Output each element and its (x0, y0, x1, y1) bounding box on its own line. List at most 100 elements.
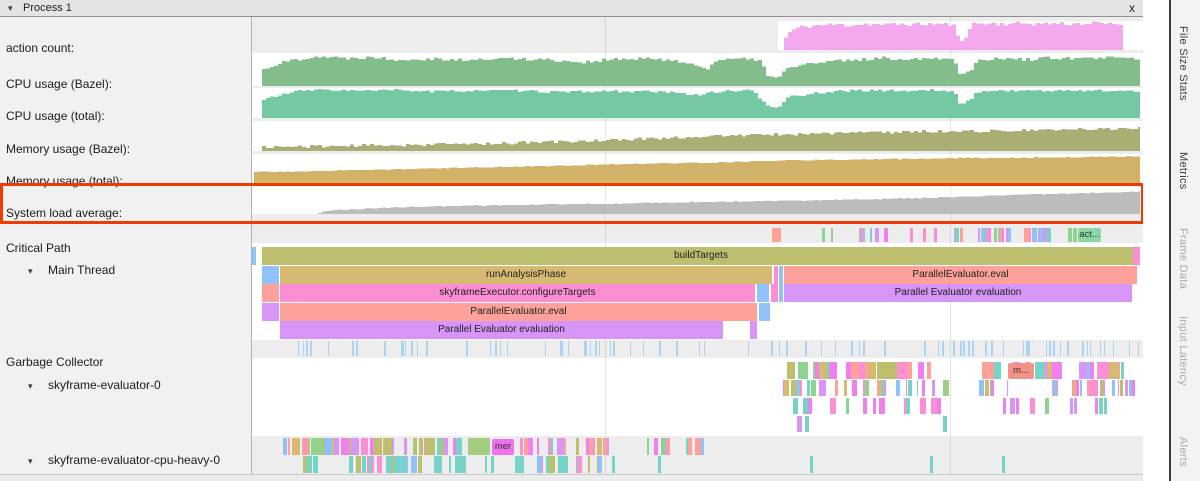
trace-event-tick[interactable] (863, 398, 867, 414)
trace-event-tick[interactable] (785, 341, 788, 356)
trace-event-tick[interactable] (917, 362, 925, 379)
trace-event-tick[interactable] (561, 456, 567, 473)
trace-event-tick[interactable] (815, 362, 821, 379)
trace-event-tick[interactable] (613, 341, 615, 356)
trace-event-tick[interactable] (306, 341, 309, 356)
process-collapse-triangle-icon[interactable]: ▾ (8, 3, 13, 13)
thread-collapse-triangle-icon[interactable]: ▾ (28, 456, 33, 466)
trace-event-tick[interactable] (518, 456, 525, 473)
trace-event-tick[interactable] (410, 456, 417, 473)
trace-slice[interactable] (774, 265, 778, 284)
trace-event-tick[interactable] (807, 380, 810, 396)
trace-event-tick[interactable] (658, 456, 661, 473)
trace-event-tick[interactable] (810, 380, 816, 396)
trace-event-tick[interactable] (822, 228, 826, 242)
trace-event-tick[interactable] (583, 341, 586, 356)
trace-event-tick[interactable] (923, 341, 926, 356)
trace-event-tick[interactable] (529, 438, 532, 455)
trace-event-tick[interactable] (437, 456, 443, 473)
trace-event-tick[interactable] (456, 438, 463, 455)
sidebar-tab-file-size-stats[interactable]: File Size Stats (1177, 26, 1189, 101)
trace-event-tick[interactable] (458, 456, 462, 473)
trace-event-tick[interactable] (960, 341, 963, 356)
trace-event-tick[interactable] (955, 228, 959, 242)
trace-event-tick[interactable] (307, 456, 310, 473)
trace-event-tick[interactable] (698, 341, 701, 356)
trace-event-tick[interactable] (377, 456, 383, 473)
trace-event-tick[interactable] (1041, 228, 1047, 242)
trace-event-tick[interactable] (851, 362, 860, 379)
trace-event-tick[interactable] (795, 380, 799, 396)
trace-event-tick[interactable] (963, 341, 965, 356)
trace-event-tick[interactable] (654, 438, 658, 455)
trace-event-tick[interactable] (563, 438, 566, 455)
thread-collapse-triangle-icon[interactable]: ▾ (28, 381, 33, 391)
trace-event-tick[interactable] (994, 228, 998, 242)
trace-event-tick[interactable] (883, 341, 886, 356)
trace-event-tick[interactable] (366, 456, 370, 473)
trace-event-tick[interactable] (880, 380, 885, 396)
trace-event-tick[interactable] (598, 341, 601, 356)
trace-event-tick[interactable] (425, 438, 430, 455)
trace-event-tick[interactable] (355, 456, 361, 473)
trace-slice[interactable] (262, 284, 279, 302)
trace-event-tick[interactable] (932, 380, 935, 396)
trace-event-tick[interactable] (1137, 341, 1140, 356)
trace-event-tick[interactable] (1082, 341, 1084, 356)
trace-event-tick[interactable] (798, 380, 801, 396)
trace-event-tick[interactable] (934, 228, 937, 242)
trace-event-tick[interactable] (302, 438, 307, 455)
trace-event-tick[interactable] (1073, 380, 1076, 396)
trace-event-tick[interactable] (589, 341, 592, 356)
trace-event-tick[interactable] (352, 341, 355, 356)
trace-event-tick[interactable] (694, 438, 701, 455)
trace-event-tick[interactable] (1113, 341, 1115, 356)
trace-event-tick[interactable] (1001, 228, 1005, 242)
trace-event-tick[interactable] (537, 456, 542, 473)
trace-slice[interactable] (779, 284, 783, 302)
trace-event-tick[interactable] (821, 380, 827, 396)
trace-event-tick[interactable] (910, 228, 913, 242)
trace-event-tick[interactable] (931, 398, 938, 414)
trace-event-tick[interactable] (323, 438, 328, 455)
trace-event-tick[interactable] (1030, 398, 1035, 414)
trace-event-tick[interactable] (923, 228, 927, 242)
action_count-chart[interactable] (780, 21, 1123, 50)
trace-event-tick[interactable] (373, 438, 382, 455)
trace-event-tick[interactable] (1015, 398, 1020, 414)
trace-event-tick[interactable] (414, 438, 418, 455)
trace-event-tick[interactable] (520, 438, 523, 455)
trace-event-tick[interactable] (468, 438, 490, 455)
trace-event-tick[interactable] (851, 380, 854, 396)
trace-event-tick[interactable] (489, 341, 492, 356)
mem_total-chart[interactable] (254, 154, 1140, 183)
trace-event-tick[interactable] (1044, 398, 1049, 414)
trace-event-tick[interactable] (351, 438, 359, 455)
trace-event-tick[interactable] (1034, 362, 1045, 379)
trace-slice[interactable]: Parallel Evaluator evaluation (280, 321, 723, 339)
trace-event-tick[interactable] (897, 362, 907, 379)
trace-event-tick[interactable] (549, 456, 555, 473)
trace-event-tick[interactable] (598, 456, 602, 473)
trace-event-tick[interactable] (920, 398, 926, 414)
trace-event-tick[interactable] (830, 398, 836, 414)
trace-event-tick[interactable] (797, 416, 802, 432)
trace-event-tick[interactable] (642, 341, 645, 356)
trace-event-tick[interactable] (1100, 380, 1105, 396)
trace-event-tick[interactable] (1069, 398, 1074, 414)
trace-event-tick[interactable] (385, 438, 393, 455)
trace-event-tick[interactable] (941, 341, 944, 356)
trace-event-tick[interactable] (661, 438, 666, 455)
trace-event-tick[interactable] (1130, 380, 1136, 396)
trace-event-tick[interactable] (292, 438, 300, 455)
trace-event-tick[interactable] (1118, 380, 1120, 396)
trace-event-tick[interactable] (404, 341, 406, 356)
trace-event-tick[interactable] (1075, 380, 1080, 396)
trace-event-tick[interactable] (547, 438, 551, 455)
trace-event-tick[interactable] (876, 362, 886, 379)
trace-event-tick[interactable] (452, 438, 459, 455)
trace-event-tick[interactable] (384, 341, 386, 356)
trace-event-tick[interactable] (959, 228, 963, 242)
trace-event-tick[interactable] (845, 398, 850, 414)
trace-event-tick[interactable] (1108, 362, 1119, 379)
